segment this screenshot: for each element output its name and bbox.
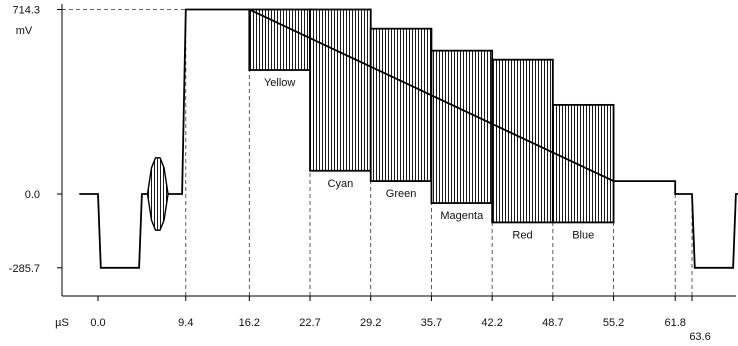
color-bar-green bbox=[369, 27, 433, 182]
x-unit-label: µS bbox=[55, 317, 69, 329]
color-bar-blue bbox=[551, 103, 615, 224]
color-bar-red bbox=[491, 58, 554, 224]
y-unit-label: mV bbox=[16, 25, 33, 37]
color-bar-cyan bbox=[309, 8, 372, 172]
bar-label-green: Green bbox=[386, 188, 417, 200]
color-bar-magenta bbox=[430, 49, 494, 204]
color-burst bbox=[146, 157, 169, 231]
x-tick-label: 61.8 bbox=[665, 317, 686, 329]
x-tick-label: 22.7 bbox=[299, 317, 320, 329]
color-bars bbox=[248, 8, 615, 224]
bar-label-yellow: Yellow bbox=[264, 77, 295, 89]
axes bbox=[57, 4, 736, 301]
bar-label-cyan: Cyan bbox=[328, 178, 354, 190]
bar-label-red: Red bbox=[512, 229, 532, 241]
x-tick-label: 55.2 bbox=[603, 317, 624, 329]
y-tick-label: 714.3 bbox=[12, 4, 40, 16]
y-tick-label: -285.7 bbox=[9, 263, 40, 275]
x-tick-label: 35.7 bbox=[421, 317, 442, 329]
x-tick-label: 16.2 bbox=[239, 317, 260, 329]
bar-label-magenta: Magenta bbox=[440, 210, 484, 222]
x-tick-label: 0.0 bbox=[90, 317, 105, 329]
x-tick-label: 42.2 bbox=[481, 317, 502, 329]
x-tick-label: 63.6 bbox=[689, 331, 710, 343]
y-tick-label: 0.0 bbox=[25, 189, 40, 201]
waveform bbox=[79, 8, 738, 269]
labels: 714.3 0.0 -285.7 mV 0.0 9.4 16.2 22.7 29.2 35.7 42… bbox=[9, 4, 711, 343]
waveform-trace bbox=[79, 8, 738, 269]
x-tick-label: 9.4 bbox=[178, 317, 193, 329]
color-bar-yellow bbox=[248, 8, 311, 71]
x-tick-label: 48.7 bbox=[542, 317, 563, 329]
x-tick-label: 29.2 bbox=[360, 317, 381, 329]
bar-label-blue: Blue bbox=[572, 229, 594, 241]
